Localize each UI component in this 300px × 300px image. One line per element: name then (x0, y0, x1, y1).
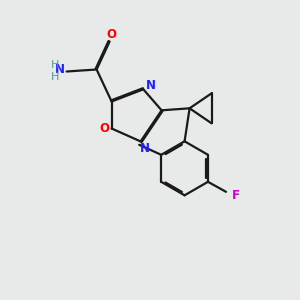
Text: H: H (50, 61, 59, 70)
Text: H: H (50, 73, 59, 82)
Text: N: N (140, 142, 150, 155)
Text: N: N (55, 63, 64, 76)
Text: O: O (100, 122, 110, 135)
Text: N: N (146, 79, 156, 92)
Text: O: O (106, 28, 117, 41)
Text: F: F (232, 189, 240, 202)
